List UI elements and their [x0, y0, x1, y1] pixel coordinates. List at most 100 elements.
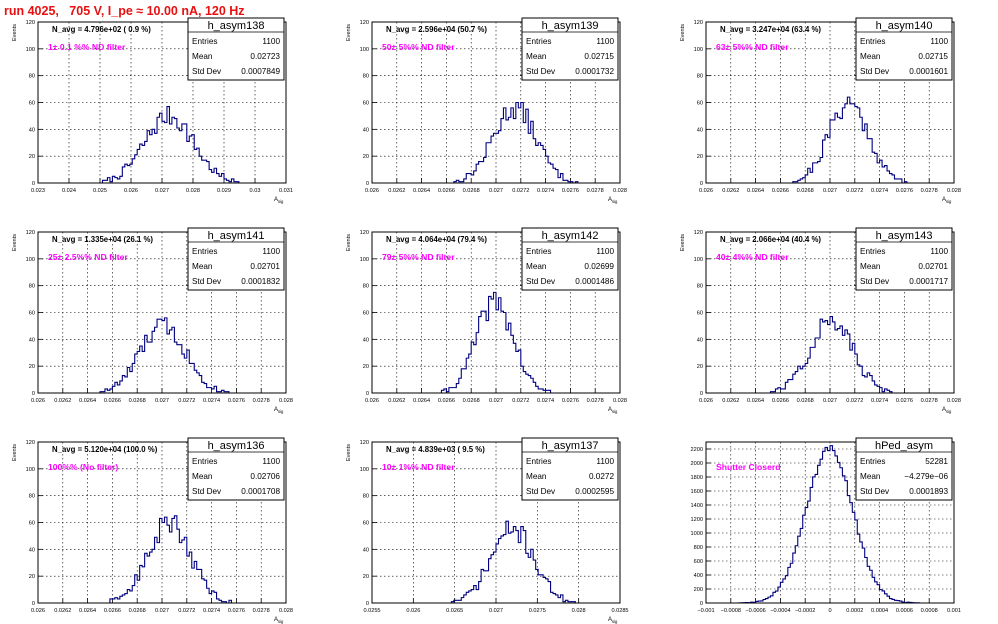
y-tick-label: 60 — [363, 521, 369, 527]
x-tick-label: 0.028 — [947, 188, 961, 194]
stats-value: 1100 — [262, 247, 280, 256]
y-tick-label: 0 — [700, 181, 703, 187]
stats-label: Std Dev — [860, 487, 890, 496]
stats-value: 0.02715 — [584, 52, 614, 61]
filter-label: 63± 5%% ND filter — [716, 42, 789, 52]
x-tick-label: 0.0266 — [438, 398, 455, 404]
x-tick-label: 0.0262 — [722, 398, 739, 404]
stats-label: Std Dev — [860, 67, 890, 76]
x-tick-label: 0.0264 — [79, 398, 96, 404]
x-tick-label: 0.0268 — [463, 398, 480, 404]
stats-box-frame — [521, 437, 619, 501]
stats-value: 52281 — [925, 457, 948, 466]
stats-label: Entries — [860, 37, 885, 46]
y-axis-label: Events — [12, 24, 18, 41]
y-tick-label: 40 — [29, 547, 35, 553]
x-tick-label: 0.031 — [279, 188, 293, 194]
x-tick-label: 0.0272 — [512, 188, 529, 194]
stats-box: h_asym138 Entries 1100 Mean 0.02723 Std Dev 0.… — [187, 17, 285, 81]
stats-label: Entries — [192, 457, 217, 466]
x-tick-label: 0.0272 — [846, 398, 863, 404]
x-tick-label: 0.0278 — [253, 608, 270, 614]
y-tick-label: 20 — [363, 574, 369, 580]
histogram-pad-h_asym139: 0.026 0.0262 0.0264 0.0266 0.0268 0.027 0.0272… — [346, 17, 627, 204]
x-tick-label: 0.0276 — [896, 188, 913, 194]
plot-frame — [371, 21, 621, 184]
stats-label: Mean — [526, 262, 547, 271]
y-tick-label: 80 — [363, 494, 369, 500]
x-tick-label: 0.027 — [155, 188, 169, 194]
histogram-name: hPed_asym — [875, 440, 933, 452]
x-tick-label: 0.0265 — [446, 608, 463, 614]
x-axis-label: Asig — [274, 617, 284, 624]
x-tick-label: 0.0272 — [846, 188, 863, 194]
stats-box-frame — [187, 17, 285, 81]
x-tick-label: 0.03 — [250, 188, 261, 194]
stats-label: Entries — [192, 37, 217, 46]
y-tick-label: 800 — [694, 545, 703, 551]
stats-label: Entries — [526, 37, 551, 46]
x-tick-label: 0.028 — [947, 398, 961, 404]
y-tick-label: 120 — [26, 20, 35, 26]
x-tick-label: 0.0276 — [562, 398, 579, 404]
x-tick-label: 0.027 — [155, 608, 169, 614]
y-tick-label: 20 — [29, 574, 35, 580]
y-tick-label: 80 — [697, 284, 703, 290]
histogram-outline — [38, 105, 286, 184]
stats-box: h_asym136 Entries 1100 Mean 0.02706 Std Dev 0.… — [187, 437, 285, 501]
stats-label: Std Dev — [192, 67, 222, 76]
x-tick-label: 0.028 — [572, 608, 586, 614]
plot-frame — [705, 21, 955, 184]
x-tick-label: 0.029 — [217, 188, 231, 194]
x-tick-label: 0.0278 — [587, 398, 604, 404]
stats-label: Mean — [526, 52, 547, 61]
filter-label: 100%% (No filter) — [48, 462, 118, 472]
x-tick-label: 0.0266 — [772, 398, 789, 404]
stats-label: Std Dev — [526, 277, 556, 286]
x-axis-label: Asig — [274, 407, 284, 414]
stats-label: Entries — [192, 247, 217, 256]
histogram-outline — [372, 291, 620, 394]
y-tick-label: 120 — [26, 440, 35, 446]
y-tick-label: 80 — [363, 284, 369, 290]
x-tick-label: 0.0268 — [129, 398, 146, 404]
x-tick-label: −0.0008 — [721, 608, 741, 614]
histogram-pad-h_asym138: 0.023 0.024 0.025 0.026 0.027 0.028 0.029 0.03 0… — [12, 17, 293, 204]
y-tick-label: 40 — [363, 337, 369, 343]
histogram-name: h_asym142 — [542, 230, 599, 242]
stats-box-frame — [855, 17, 953, 81]
stats-label: Entries — [860, 247, 885, 256]
filter-label: Shutter Closerd — [716, 462, 780, 472]
x-tick-label: 0.001 — [947, 608, 961, 614]
n-avg-label: N_avg = 4.796e+02 ( 0.9 %) — [52, 25, 151, 34]
y-tick-label: 60 — [363, 101, 369, 107]
x-tick-label: 0.0272 — [512, 398, 529, 404]
n-avg-label: N_avg = 3.247e+04 (63.4 %) — [720, 25, 821, 34]
histogram-pad-h_asym141: 0.026 0.0262 0.0264 0.0266 0.0268 0.027 0.0272… — [12, 227, 293, 414]
histogram-name: h_asym143 — [876, 230, 933, 242]
y-tick-label: 40 — [29, 127, 35, 133]
y-axis-label: Events — [346, 24, 352, 41]
x-tick-label: 0.026 — [699, 398, 713, 404]
y-tick-label: 0 — [32, 391, 35, 397]
stats-value: 0.0001832 — [241, 277, 280, 286]
x-tick-label: 0.0274 — [537, 398, 554, 404]
y-tick-label: 400 — [694, 573, 703, 579]
y-tick-label: 80 — [697, 74, 703, 80]
x-tick-label: 0.026 — [365, 188, 379, 194]
stats-value: 1100 — [930, 37, 948, 46]
y-tick-label: 100 — [26, 257, 35, 263]
x-tick-label: 0.0274 — [203, 398, 220, 404]
x-tick-label: 0.026 — [31, 608, 45, 614]
x-tick-label: 0.0266 — [104, 398, 121, 404]
x-tick-label: 0.0266 — [772, 188, 789, 194]
n-avg-label: N_avg = 4.064e+04 (79.4 %) — [386, 235, 487, 244]
y-axis-label: Events — [12, 234, 18, 251]
stats-value: 1100 — [596, 457, 614, 466]
stats-label: Mean — [192, 52, 213, 61]
stats-box-frame — [521, 17, 619, 81]
plot-frame — [37, 21, 287, 184]
x-tick-label: 0.0275 — [529, 608, 546, 614]
stats-box-frame — [187, 227, 285, 291]
x-tick-label: 0.0266 — [438, 188, 455, 194]
